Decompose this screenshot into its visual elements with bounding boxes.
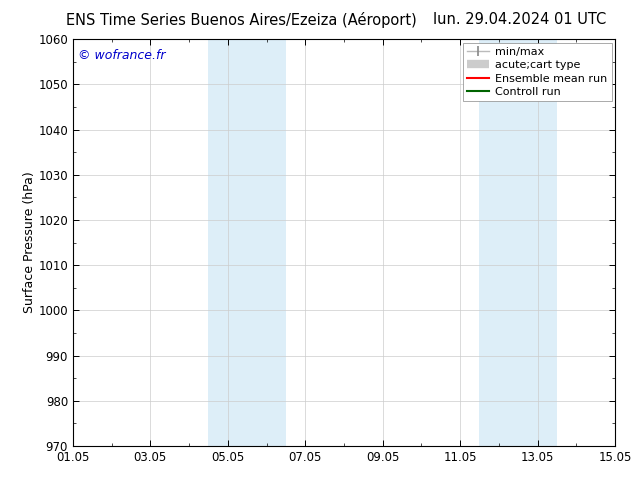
Text: © wofrance.fr: © wofrance.fr — [79, 49, 166, 62]
Bar — [479, 39, 557, 446]
Bar — [209, 39, 286, 446]
Y-axis label: Surface Pressure (hPa): Surface Pressure (hPa) — [23, 172, 36, 314]
Legend: min/max, acute;cart type, Ensemble mean run, Controll run: min/max, acute;cart type, Ensemble mean … — [463, 43, 612, 101]
Text: lun. 29.04.2024 01 UTC: lun. 29.04.2024 01 UTC — [433, 12, 607, 27]
Text: ENS Time Series Buenos Aires/Ezeiza (Aéroport): ENS Time Series Buenos Aires/Ezeiza (Aér… — [65, 12, 417, 28]
